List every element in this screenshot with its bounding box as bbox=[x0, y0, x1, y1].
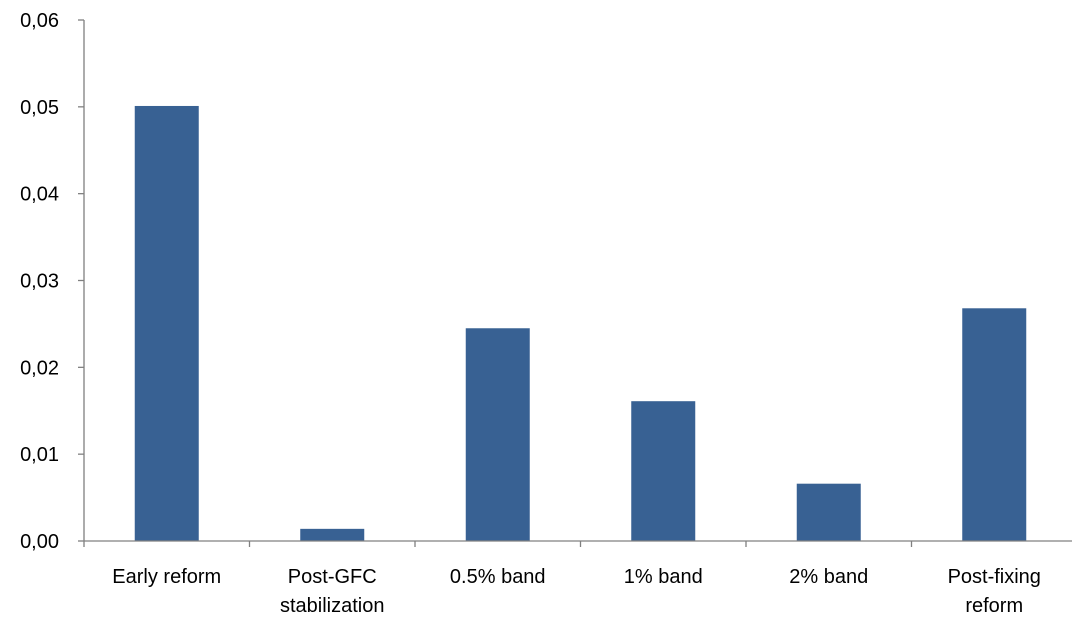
x-tick-label: Post-fixing bbox=[948, 566, 1041, 588]
x-tick-label: Early reform bbox=[112, 566, 221, 588]
y-tick-label: 0,06 bbox=[20, 10, 59, 32]
x-tick-label: 0.5% band bbox=[450, 566, 546, 588]
x-tick-label: stabilization bbox=[280, 595, 385, 617]
bar bbox=[465, 328, 530, 541]
bar bbox=[134, 105, 199, 541]
y-axis-ticks bbox=[78, 19, 84, 542]
y-tick-label: 0,04 bbox=[20, 184, 59, 206]
x-axis-tick-labels: Early reform Post-GFC stabilization 0.5% ba… bbox=[112, 566, 1041, 617]
bars bbox=[134, 105, 1027, 541]
y-axis-tick-labels: 0,00 0,01 0,02 0,03 0,04 0,05 0,06 bbox=[20, 10, 59, 553]
x-tick-label: reform bbox=[965, 595, 1023, 617]
bar bbox=[962, 308, 1027, 541]
y-tick-label: 0,01 bbox=[20, 444, 59, 466]
bar bbox=[796, 483, 861, 541]
x-tick-label: 1% band bbox=[624, 566, 703, 588]
y-tick-label: 0,00 bbox=[20, 531, 59, 553]
y-tick-label: 0,03 bbox=[20, 271, 59, 293]
y-tick-label: 0,05 bbox=[20, 97, 59, 119]
x-tick-label: Post-GFC bbox=[288, 566, 377, 588]
x-tick-label: 2% band bbox=[789, 566, 868, 588]
bar bbox=[631, 401, 696, 541]
x-axis-ticks bbox=[83, 541, 913, 547]
bar bbox=[300, 528, 365, 541]
y-tick-label: 0,02 bbox=[20, 357, 59, 379]
